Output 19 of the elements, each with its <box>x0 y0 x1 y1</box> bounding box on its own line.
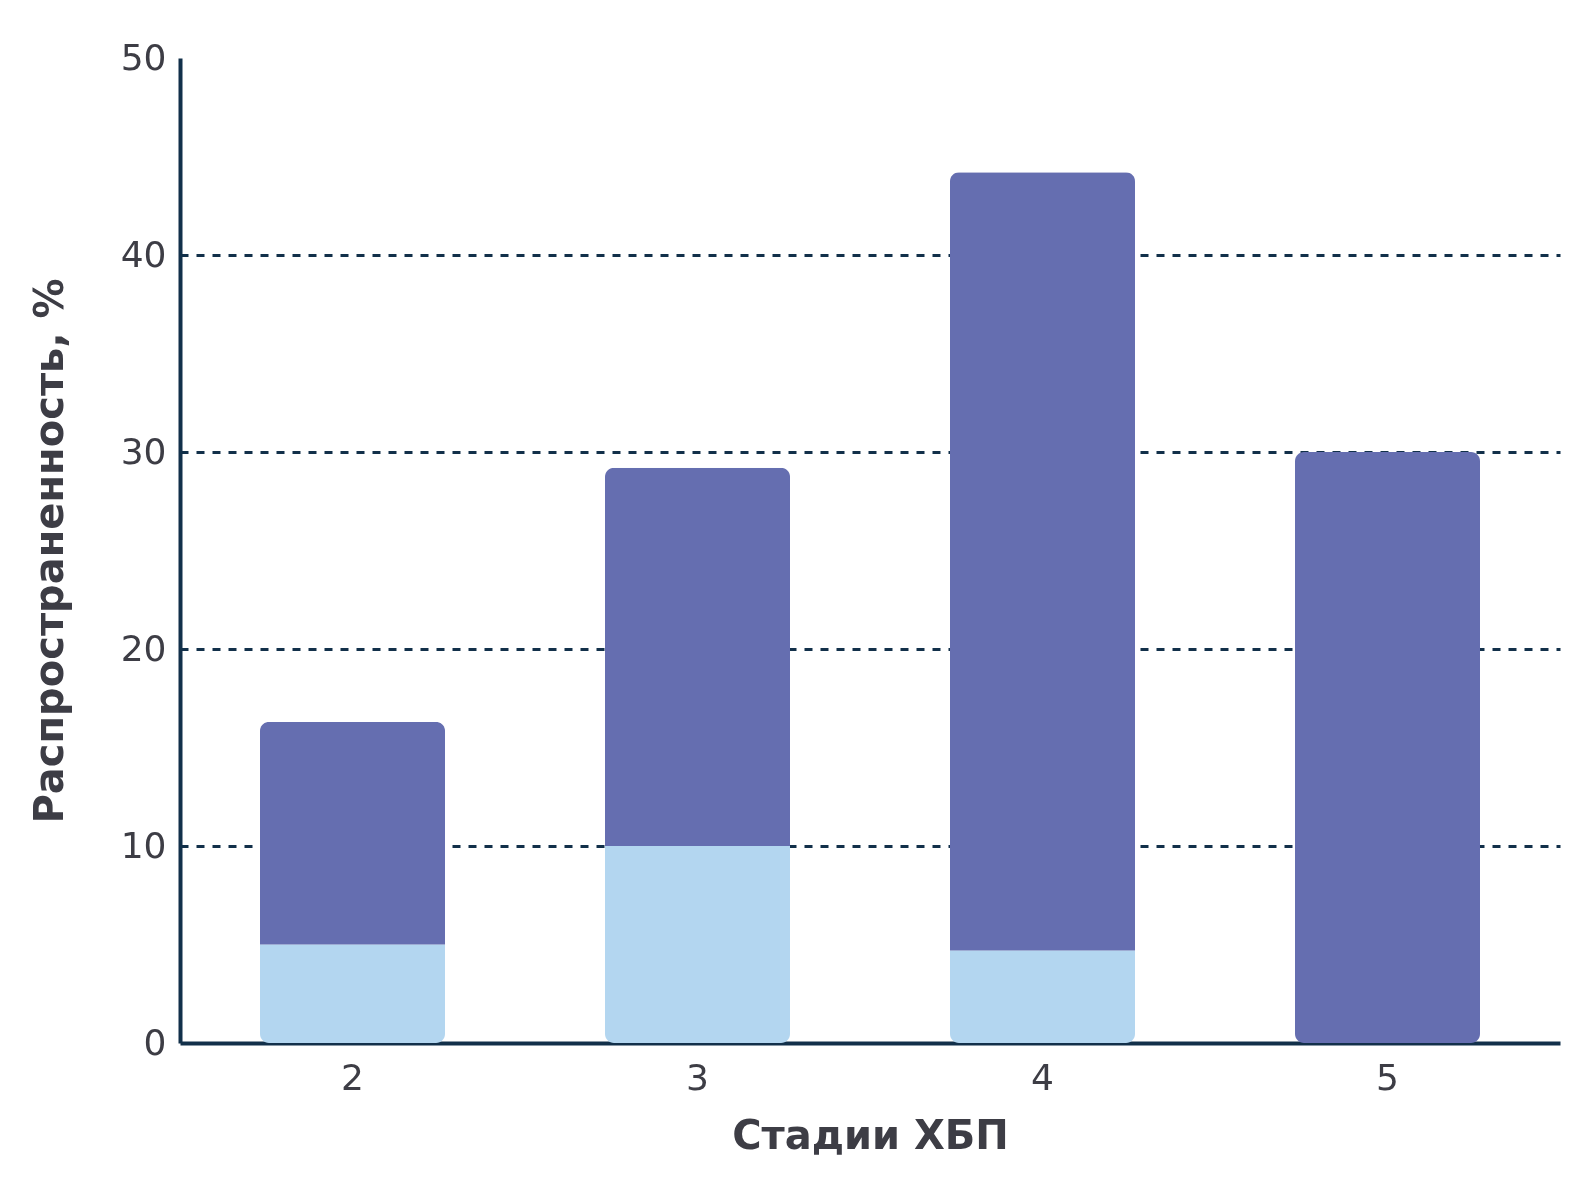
y-tick-label: 30 <box>120 430 167 472</box>
bar <box>950 172 1135 951</box>
x-tick-label: 4 <box>1031 1056 1054 1098</box>
y-tick-label: 50 <box>120 36 167 78</box>
bar <box>260 721 445 945</box>
y-tick-label: 40 <box>120 233 167 275</box>
x-tick-label: 5 <box>1376 1056 1399 1098</box>
y-tick-label: 20 <box>120 627 167 669</box>
bar <box>1295 452 1480 1043</box>
y-tick-label: 0 <box>143 1021 167 1063</box>
y-tick-label: 10 <box>120 824 167 866</box>
x-tick-label: 3 <box>686 1056 709 1098</box>
bar <box>605 467 790 846</box>
bar <box>260 944 445 1043</box>
bar <box>605 846 790 1043</box>
x-axis-title: Стадии ХБП <box>732 1111 1009 1158</box>
bar <box>950 950 1135 1043</box>
x-tick-label: 2 <box>341 1056 364 1098</box>
y-axis-title: Распространенность, % <box>25 278 72 824</box>
